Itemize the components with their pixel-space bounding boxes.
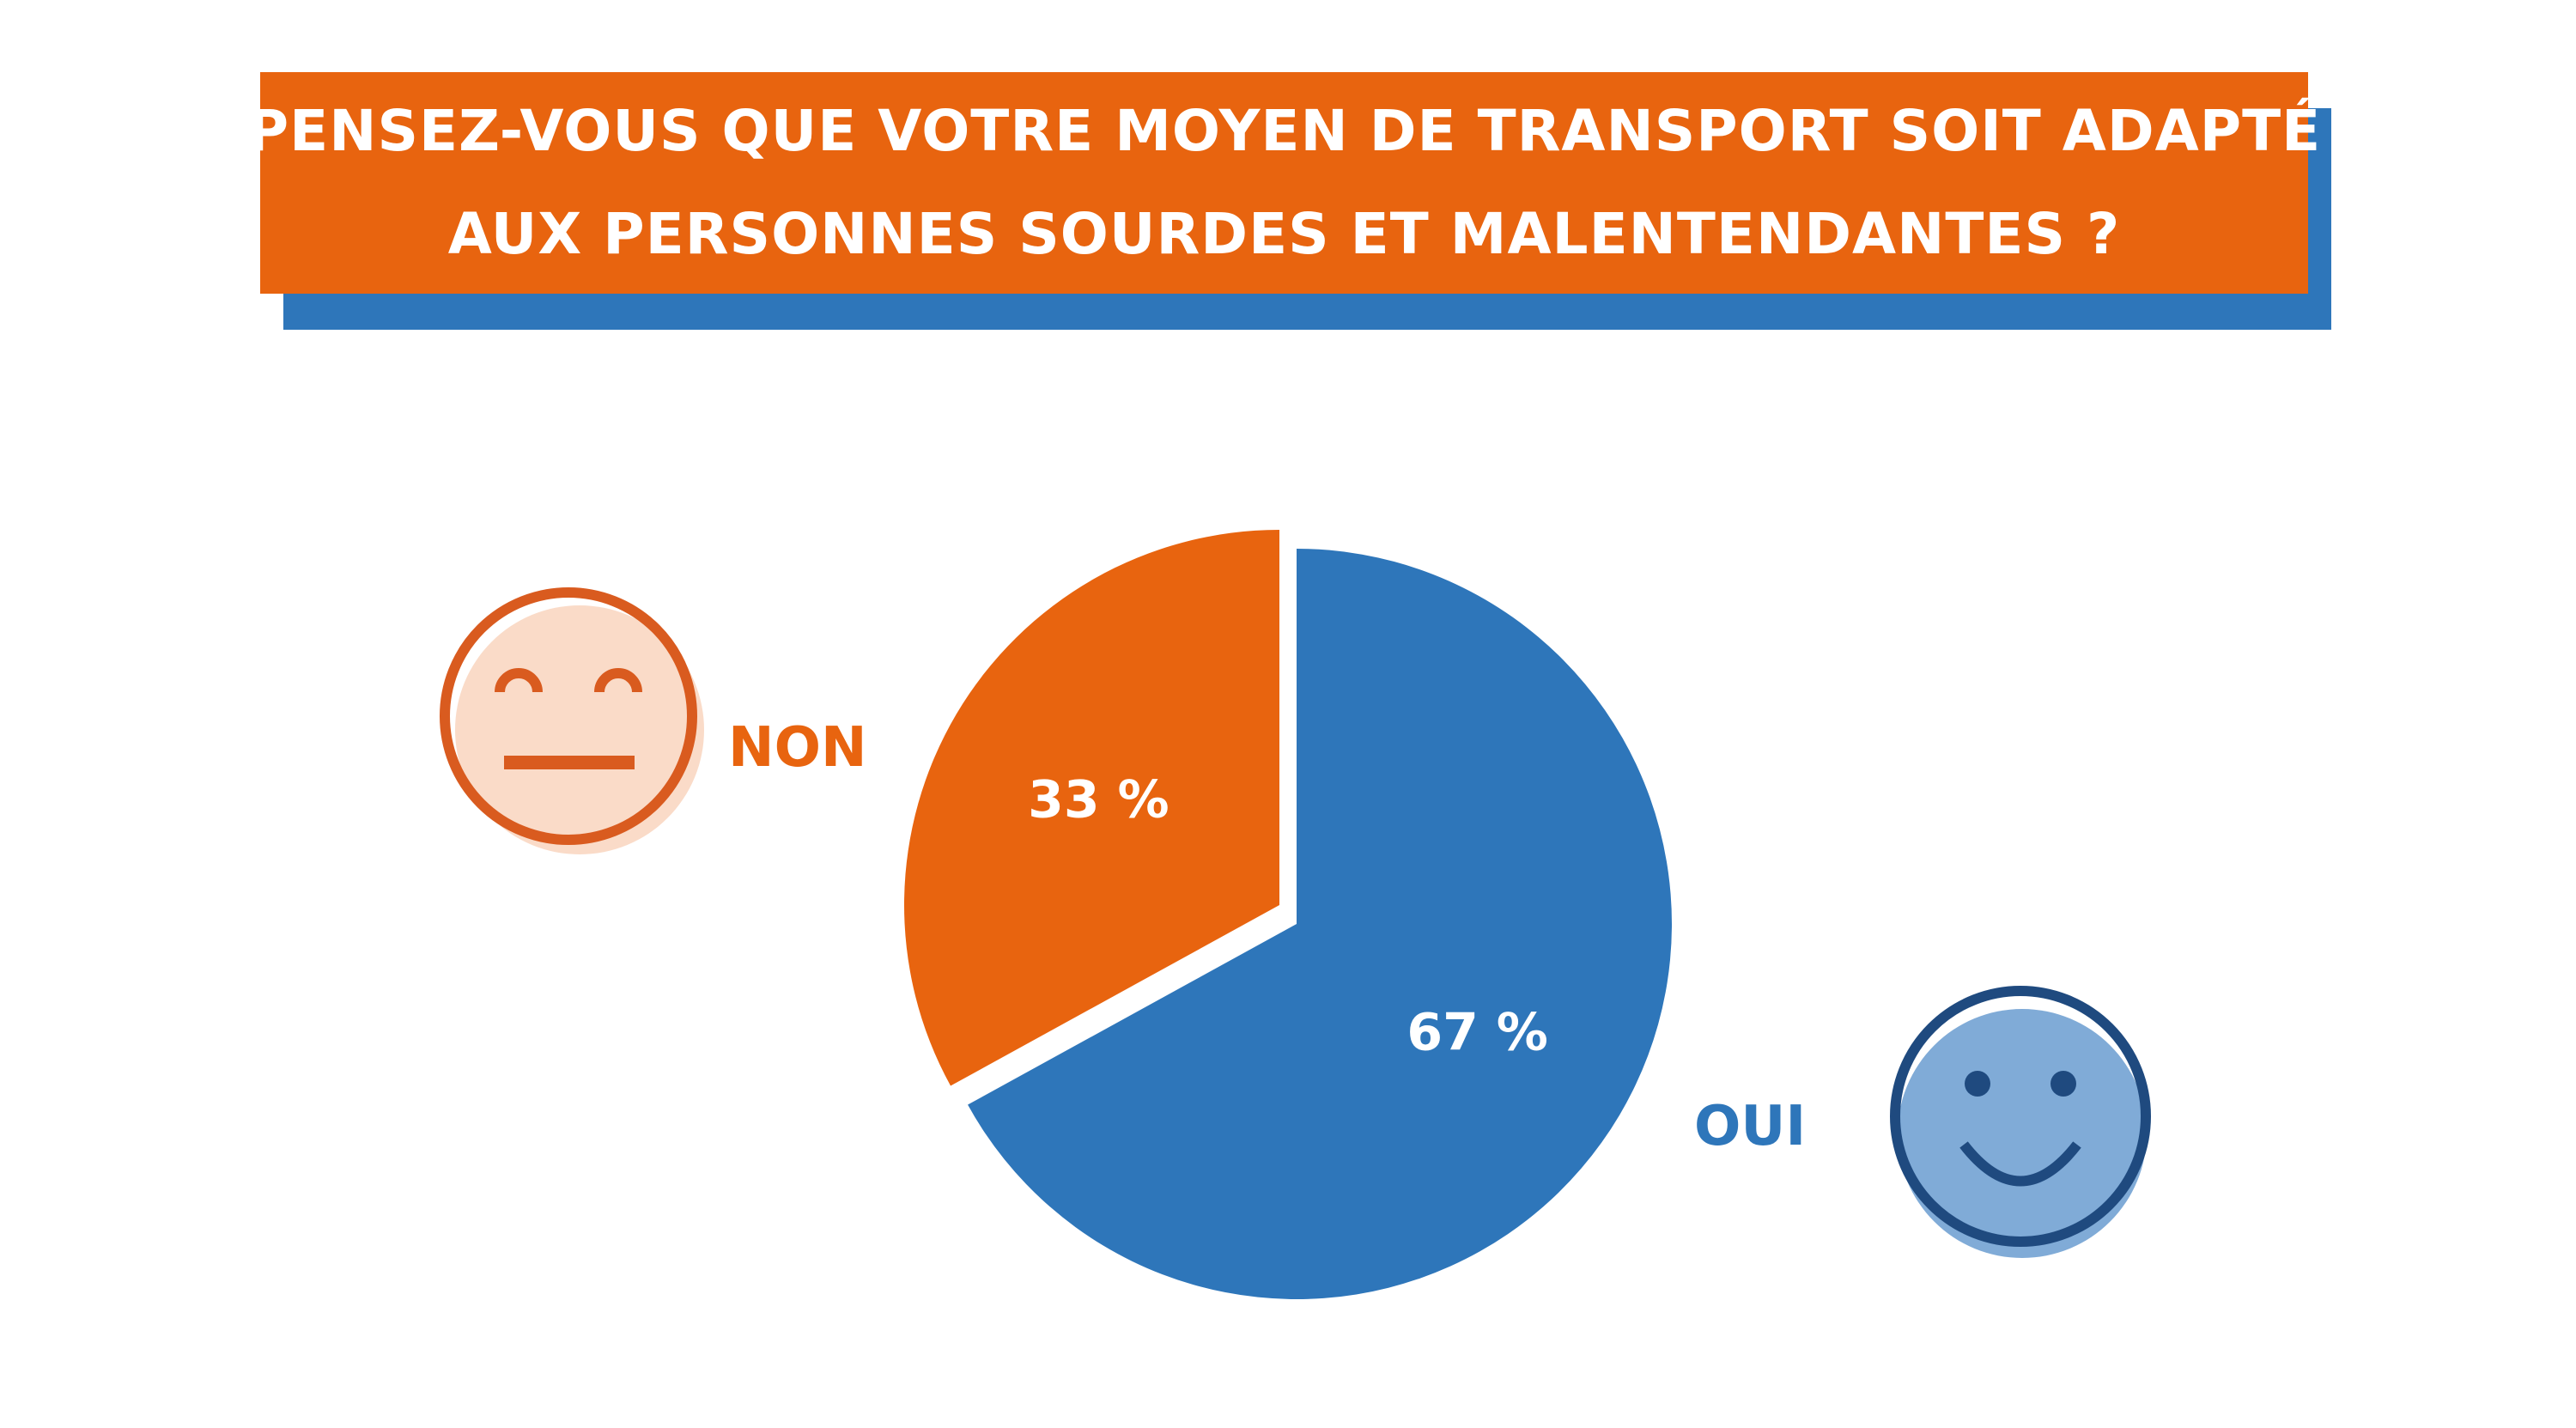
slice-value-label-non: 33 % xyxy=(1028,769,1170,829)
pie-slice-non xyxy=(903,530,1279,1086)
legend-label-oui: OUI xyxy=(1694,1095,1806,1158)
chart-title: PENSEZ-VOUS QUE VOTRE MOYEN DE TRANSPORT… xyxy=(247,72,2320,294)
neutral-face-icon xyxy=(440,587,704,854)
slice-value-label-oui: 67 % xyxy=(1406,1003,1548,1063)
smiling-face-icon xyxy=(1890,986,2151,1258)
title-line-2: AUX PERSONNES SOURDES ET MALENTENDANTES … xyxy=(447,201,2121,267)
legend-label-non: NON xyxy=(728,716,867,780)
pie-slice-labels: 67 % 33 % xyxy=(1028,769,1548,1062)
pie-slice-oui xyxy=(968,549,1672,1299)
pie-slices xyxy=(903,530,1672,1299)
title-line-1: PENSEZ-VOUS QUE VOTRE MOYEN DE TRANSPORT… xyxy=(246,98,2322,164)
